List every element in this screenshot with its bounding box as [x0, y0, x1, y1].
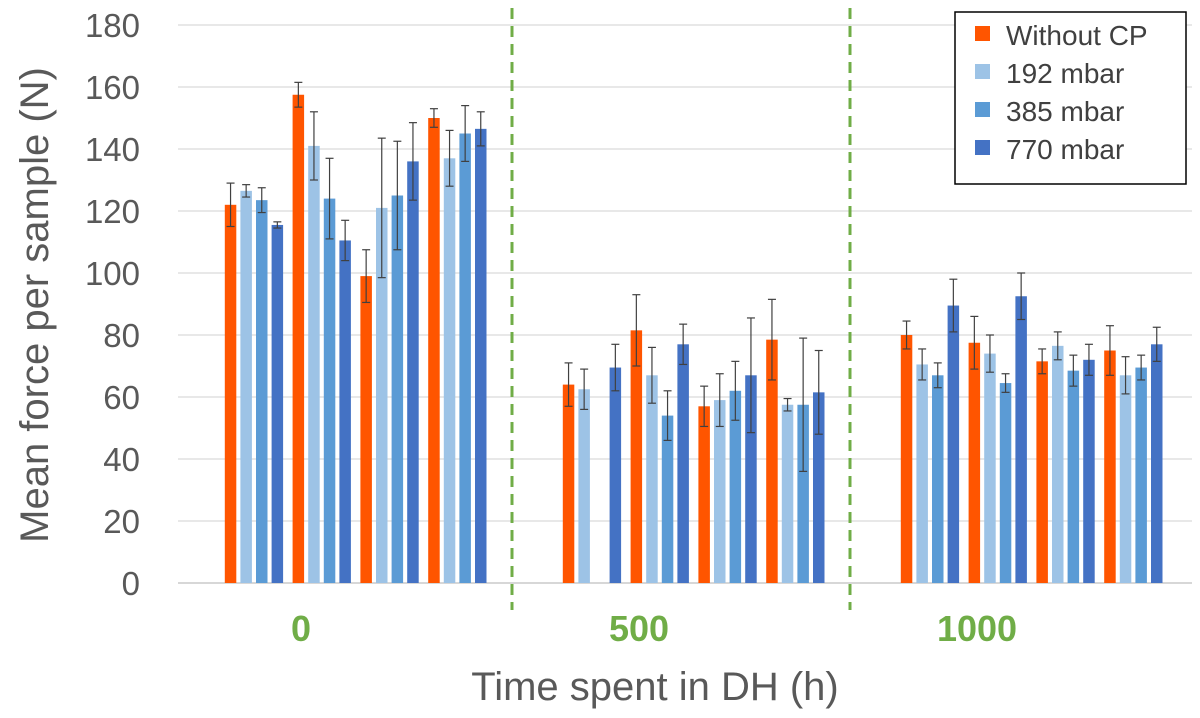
bar: [698, 406, 710, 583]
bar: [1067, 370, 1080, 583]
bar: [271, 224, 284, 583]
legend-swatch: [975, 64, 990, 79]
bar: [256, 200, 268, 583]
bar: [766, 339, 778, 583]
bar: [781, 404, 794, 583]
y-tick-label: 60: [103, 379, 140, 416]
y-tick-label: 180: [85, 7, 140, 44]
legend-items: Without CP 192 mbar 385 mbar 770 mbar: [975, 20, 1148, 165]
bar: [240, 190, 252, 583]
x-group-label: 500: [609, 608, 669, 649]
bar: [947, 305, 960, 583]
bar: [459, 133, 471, 583]
bar: [339, 240, 351, 583]
legend-label: 385 mbar: [1006, 96, 1124, 127]
bar: [1104, 350, 1116, 583]
bar: [999, 383, 1012, 583]
bar: [661, 415, 674, 583]
x-group-label: 1000: [937, 608, 1017, 649]
bar: [1151, 344, 1163, 583]
bar: [323, 198, 336, 583]
bar: [224, 204, 237, 584]
bar: [729, 390, 742, 583]
y-tick-label: 0: [122, 565, 140, 602]
bar: [609, 367, 622, 583]
x-group-label: 0: [291, 608, 311, 649]
bar: [630, 330, 643, 583]
bars: [224, 94, 1163, 584]
bar: [1015, 296, 1027, 583]
bar: [360, 276, 372, 583]
legend-label: 770 mbar: [1006, 134, 1124, 165]
bar: [968, 342, 981, 583]
y-tick-label: 120: [85, 193, 140, 230]
bar: [428, 118, 440, 583]
bar: [745, 375, 757, 583]
error-bars: [226, 81, 1161, 472]
bar: [292, 94, 305, 583]
legend-label: 192 mbar: [1006, 58, 1124, 89]
bar: [578, 389, 590, 583]
bar: [813, 392, 825, 583]
bar: [900, 335, 913, 583]
bar: [475, 128, 487, 583]
bar: [797, 404, 809, 583]
legend-swatch: [975, 102, 990, 117]
bar: [1135, 367, 1147, 583]
bar: [646, 375, 658, 583]
legend-frame: [954, 11, 1187, 185]
legend: Without CP 192 mbar 385 mbar 770 mbar: [954, 11, 1187, 185]
bar: [932, 375, 944, 583]
legend-swatch: [975, 26, 990, 41]
bar: [562, 384, 575, 583]
x-axis-title: Time spent in DH (h): [471, 665, 839, 709]
y-tick-label: 160: [85, 69, 140, 106]
legend-swatch: [975, 140, 990, 155]
bar: [984, 353, 996, 583]
bar: [714, 400, 726, 583]
y-tick-label: 40: [103, 441, 140, 478]
y-axis-ticks: 0 20 40 60 80 100 120 140 160 180: [85, 7, 140, 602]
bar: [443, 158, 456, 584]
legend-label: Without CP: [1006, 20, 1148, 51]
x-axis-group-labels: 0 500 1000: [291, 608, 1017, 649]
bar: [391, 195, 404, 583]
bar: [677, 344, 689, 583]
y-tick-label: 140: [85, 131, 140, 168]
bar: [376, 207, 388, 583]
bar: [407, 161, 419, 583]
y-tick-label: 20: [103, 503, 140, 540]
bar: [1052, 345, 1064, 583]
y-axis-title: Mean force per sample (N): [13, 67, 57, 543]
bar: [1119, 375, 1132, 583]
bar: [1083, 359, 1095, 583]
bar: [1036, 361, 1048, 583]
y-tick-label: 80: [103, 317, 140, 354]
group-dividers: [510, 8, 852, 610]
bar: [916, 364, 928, 583]
y-tick-label: 100: [85, 255, 140, 292]
bar: [308, 145, 320, 583]
